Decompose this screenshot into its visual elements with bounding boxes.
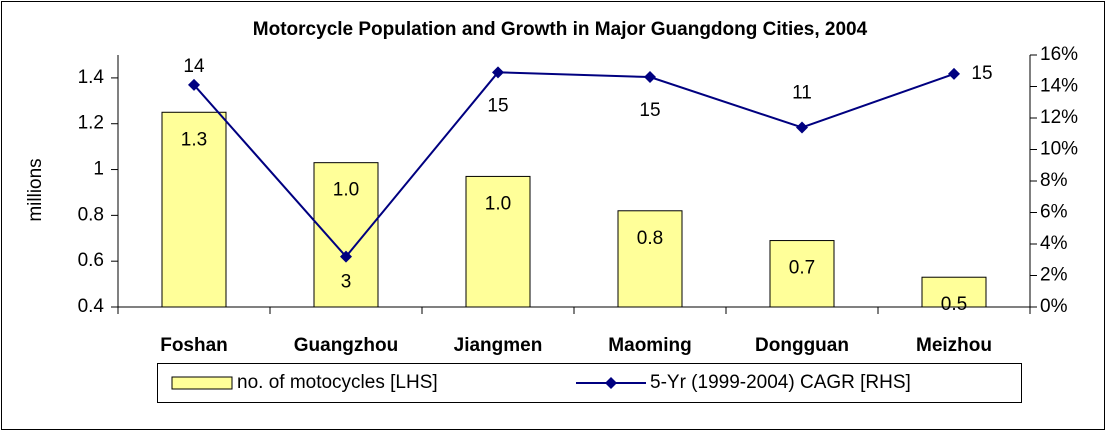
bar-value-label: 0.8: [637, 228, 663, 249]
line-value-label: 15: [639, 100, 660, 121]
bar: [313, 162, 379, 308]
y-tick-label: 1.4: [78, 67, 105, 88]
x-tick-label: Jiangmen: [454, 335, 543, 356]
legend-label: no. of motocycles [LHS]: [237, 372, 438, 393]
bar-value-label: 1.0: [485, 193, 511, 214]
y2-tick-label: 14%: [1040, 76, 1078, 97]
x-tick-label: Foshan: [160, 335, 228, 356]
y-tick-label: 0.6: [78, 250, 104, 271]
line-value-label: 15: [487, 95, 508, 116]
bar: [161, 111, 227, 308]
bar-value-label: 1.3: [181, 129, 207, 150]
x-tick-label: Guangzhou: [294, 335, 398, 356]
bar: [465, 175, 531, 308]
y2-tick-label: 0%: [1040, 296, 1068, 317]
marker: [188, 78, 200, 91]
line-value-label: 15: [971, 63, 992, 84]
bar: [921, 276, 987, 308]
y2-tick-label: 8%: [1040, 170, 1068, 191]
legend-box: [157, 363, 1022, 403]
marker: [492, 66, 504, 79]
bar-value-label: 1.0: [333, 180, 359, 201]
line-value-label: 3: [341, 272, 352, 293]
x-tick-label: Meizhou: [916, 335, 992, 356]
bar: [617, 210, 683, 308]
y-tick-label: 0.8: [78, 204, 104, 225]
marker: [644, 71, 656, 84]
y2-tick-label: 16%: [1040, 44, 1078, 65]
legend-swatch: [171, 376, 233, 390]
y-tick-label: 0.4: [78, 296, 105, 317]
x-tick-label: Maoming: [608, 335, 691, 356]
line: [193, 71, 955, 259]
y2-tick-label: 4%: [1040, 233, 1068, 254]
chart-title: Motorcycle Population and Growth in Majo…: [253, 19, 868, 40]
bar-value-label: 0.5: [941, 294, 967, 315]
line-value-label: 14: [183, 56, 205, 77]
y2-tick-label: 12%: [1040, 107, 1078, 128]
x-tick-label: Dongguan: [755, 335, 849, 356]
bar: [769, 240, 835, 308]
y-axis-label: millions: [25, 158, 46, 221]
legend-marker: [605, 377, 617, 389]
y2-tick-label: 6%: [1040, 202, 1068, 223]
bar-value-label: 0.7: [789, 258, 815, 279]
marker: [340, 250, 352, 263]
y2-tick-label: 10%: [1040, 139, 1078, 160]
line-value-label: 11: [792, 82, 812, 103]
marker: [948, 67, 960, 80]
y2-tick-label: 2%: [1040, 265, 1068, 286]
y-tick-label: 1: [93, 159, 104, 180]
legend-label: 5-Yr (1999-2004) CAGR [RHS]: [650, 372, 911, 393]
marker: [796, 121, 808, 134]
y-tick-label: 1.2: [78, 113, 104, 134]
